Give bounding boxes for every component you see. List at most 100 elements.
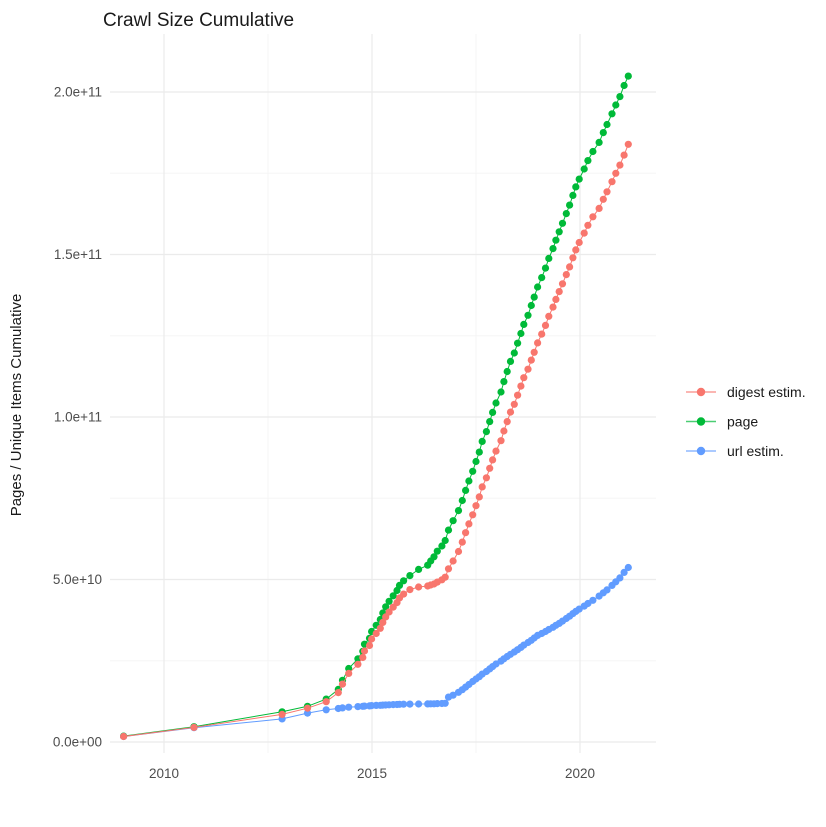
digest-point: [379, 618, 387, 627]
page-point: [400, 577, 408, 585]
legend-label-url: url estim.: [727, 443, 784, 459]
minor-gridlines: [110, 34, 656, 753]
page-point: [514, 339, 522, 347]
digest-point: [552, 295, 560, 303]
page-point: [580, 165, 588, 173]
digest-point: [510, 400, 518, 408]
series-url: [120, 563, 632, 741]
page-point: [458, 496, 466, 505]
url-point: [441, 699, 449, 707]
digest-point: [572, 246, 580, 254]
page-point: [555, 228, 563, 236]
page-point: [469, 467, 477, 475]
page-point: [406, 572, 414, 580]
url-point: [620, 568, 628, 577]
digest-point: [465, 520, 473, 528]
legend-item-page: page: [686, 413, 758, 429]
page-point: [486, 418, 494, 426]
digest-point: [441, 573, 449, 581]
digest-point: [469, 511, 477, 519]
digest-point: [458, 538, 466, 546]
page-point: [624, 72, 632, 80]
page-point: [438, 542, 446, 550]
digest-line: [123, 144, 629, 737]
page-point: [595, 138, 603, 146]
page-point: [489, 408, 497, 416]
legend-key-dot-digest: [696, 387, 706, 397]
digest-point: [345, 669, 353, 678]
series-digest: [120, 140, 632, 741]
digest-point: [478, 483, 486, 491]
page-point: [620, 81, 628, 90]
page-point: [382, 603, 390, 611]
digest-point: [360, 647, 369, 655]
digest-point: [444, 565, 453, 573]
url-point: [603, 586, 611, 594]
page-point: [552, 236, 560, 244]
page-point: [584, 157, 592, 165]
x-axis-tick-labels: 2010 2015 2020: [149, 766, 595, 781]
digest-point: [462, 529, 470, 537]
digest-point: [589, 213, 597, 221]
page-point: [612, 101, 620, 109]
page-point: [441, 536, 449, 545]
digest-point: [624, 140, 632, 148]
legend-label-digest: digest estim.: [727, 384, 806, 400]
digest-point: [497, 437, 505, 445]
digest-point: [541, 321, 550, 329]
page-point: [545, 254, 553, 262]
url-point: [322, 706, 330, 714]
digest-point: [558, 280, 567, 288]
page-point: [608, 110, 616, 118]
series-layer: [120, 72, 632, 741]
y-tick-label: 0.0e+00: [53, 735, 102, 750]
page-point: [538, 274, 546, 282]
digest-point: [334, 689, 342, 697]
digest-point: [608, 178, 616, 186]
page-point: [500, 378, 508, 386]
page-point: [603, 120, 611, 129]
page-point: [449, 517, 457, 525]
page-point: [562, 210, 570, 218]
digest-point: [472, 502, 480, 510]
page-point: [520, 320, 528, 328]
page-point: [616, 93, 624, 101]
page-point: [492, 399, 500, 407]
page-point: [472, 457, 480, 466]
digest-point: [584, 221, 592, 229]
url-point: [406, 700, 414, 708]
y-tick-label: 2.0e+11: [54, 85, 102, 100]
digest-point: [538, 330, 546, 338]
digest-point: [475, 493, 483, 501]
page-point: [572, 183, 580, 191]
digest-point: [406, 586, 414, 594]
url-line: [123, 567, 629, 737]
url-point: [624, 563, 632, 572]
digest-point: [545, 312, 553, 320]
x-tick-label: 2010: [149, 766, 179, 781]
digest-point: [595, 204, 603, 212]
digest-point: [580, 229, 588, 237]
series-page: [120, 72, 632, 740]
x-tick-label: 2015: [357, 766, 387, 781]
page-point: [433, 547, 441, 555]
digest-point: [562, 271, 570, 279]
digest-point: [524, 365, 532, 373]
page-line: [123, 75, 629, 737]
page-point: [599, 129, 607, 137]
digest-point: [372, 629, 380, 638]
digest-point: [359, 653, 367, 662]
digest-point: [517, 382, 525, 390]
digest-point: [486, 464, 494, 472]
digest-point: [514, 391, 522, 399]
digest-point: [482, 474, 490, 482]
digest-point: [620, 151, 628, 159]
digest-point: [549, 303, 557, 311]
digest-point: [530, 348, 538, 356]
digest-point: [527, 356, 535, 364]
digest-point: [555, 288, 563, 296]
legend-key-dot-page: [696, 417, 706, 426]
digest-point: [190, 723, 198, 732]
x-tick-label: 2020: [565, 766, 595, 781]
url-point: [589, 596, 597, 604]
